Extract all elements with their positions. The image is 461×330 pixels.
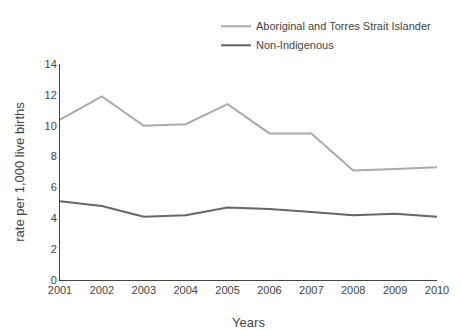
- svg-text:12: 12: [45, 89, 57, 101]
- svg-text:rate per 1,000 live births: rate per 1,000 live births: [12, 102, 27, 242]
- svg-text:14: 14: [45, 58, 57, 70]
- svg-text:8: 8: [51, 150, 57, 162]
- svg-text:2003: 2003: [132, 284, 156, 296]
- svg-text:0: 0: [51, 274, 57, 286]
- svg-text:2005: 2005: [215, 284, 239, 296]
- svg-text:2004: 2004: [173, 284, 197, 296]
- svg-text:10: 10: [45, 120, 57, 132]
- svg-text:2: 2: [51, 243, 57, 255]
- svg-text:2002: 2002: [90, 284, 114, 296]
- svg-text:2008: 2008: [341, 284, 365, 296]
- svg-text:6: 6: [51, 181, 57, 193]
- svg-text:2007: 2007: [299, 284, 323, 296]
- svg-text:Aboriginal and Torres Strait I: Aboriginal and Torres Strait Islander: [256, 20, 431, 32]
- svg-text:2006: 2006: [257, 284, 281, 296]
- svg-text:4: 4: [51, 212, 57, 224]
- svg-text:2001: 2001: [48, 284, 72, 296]
- svg-text:2010: 2010: [425, 284, 449, 296]
- svg-text:2009: 2009: [383, 284, 407, 296]
- svg-text:Non-Indigenous: Non-Indigenous: [256, 39, 334, 51]
- svg-text:Years: Years: [232, 315, 265, 330]
